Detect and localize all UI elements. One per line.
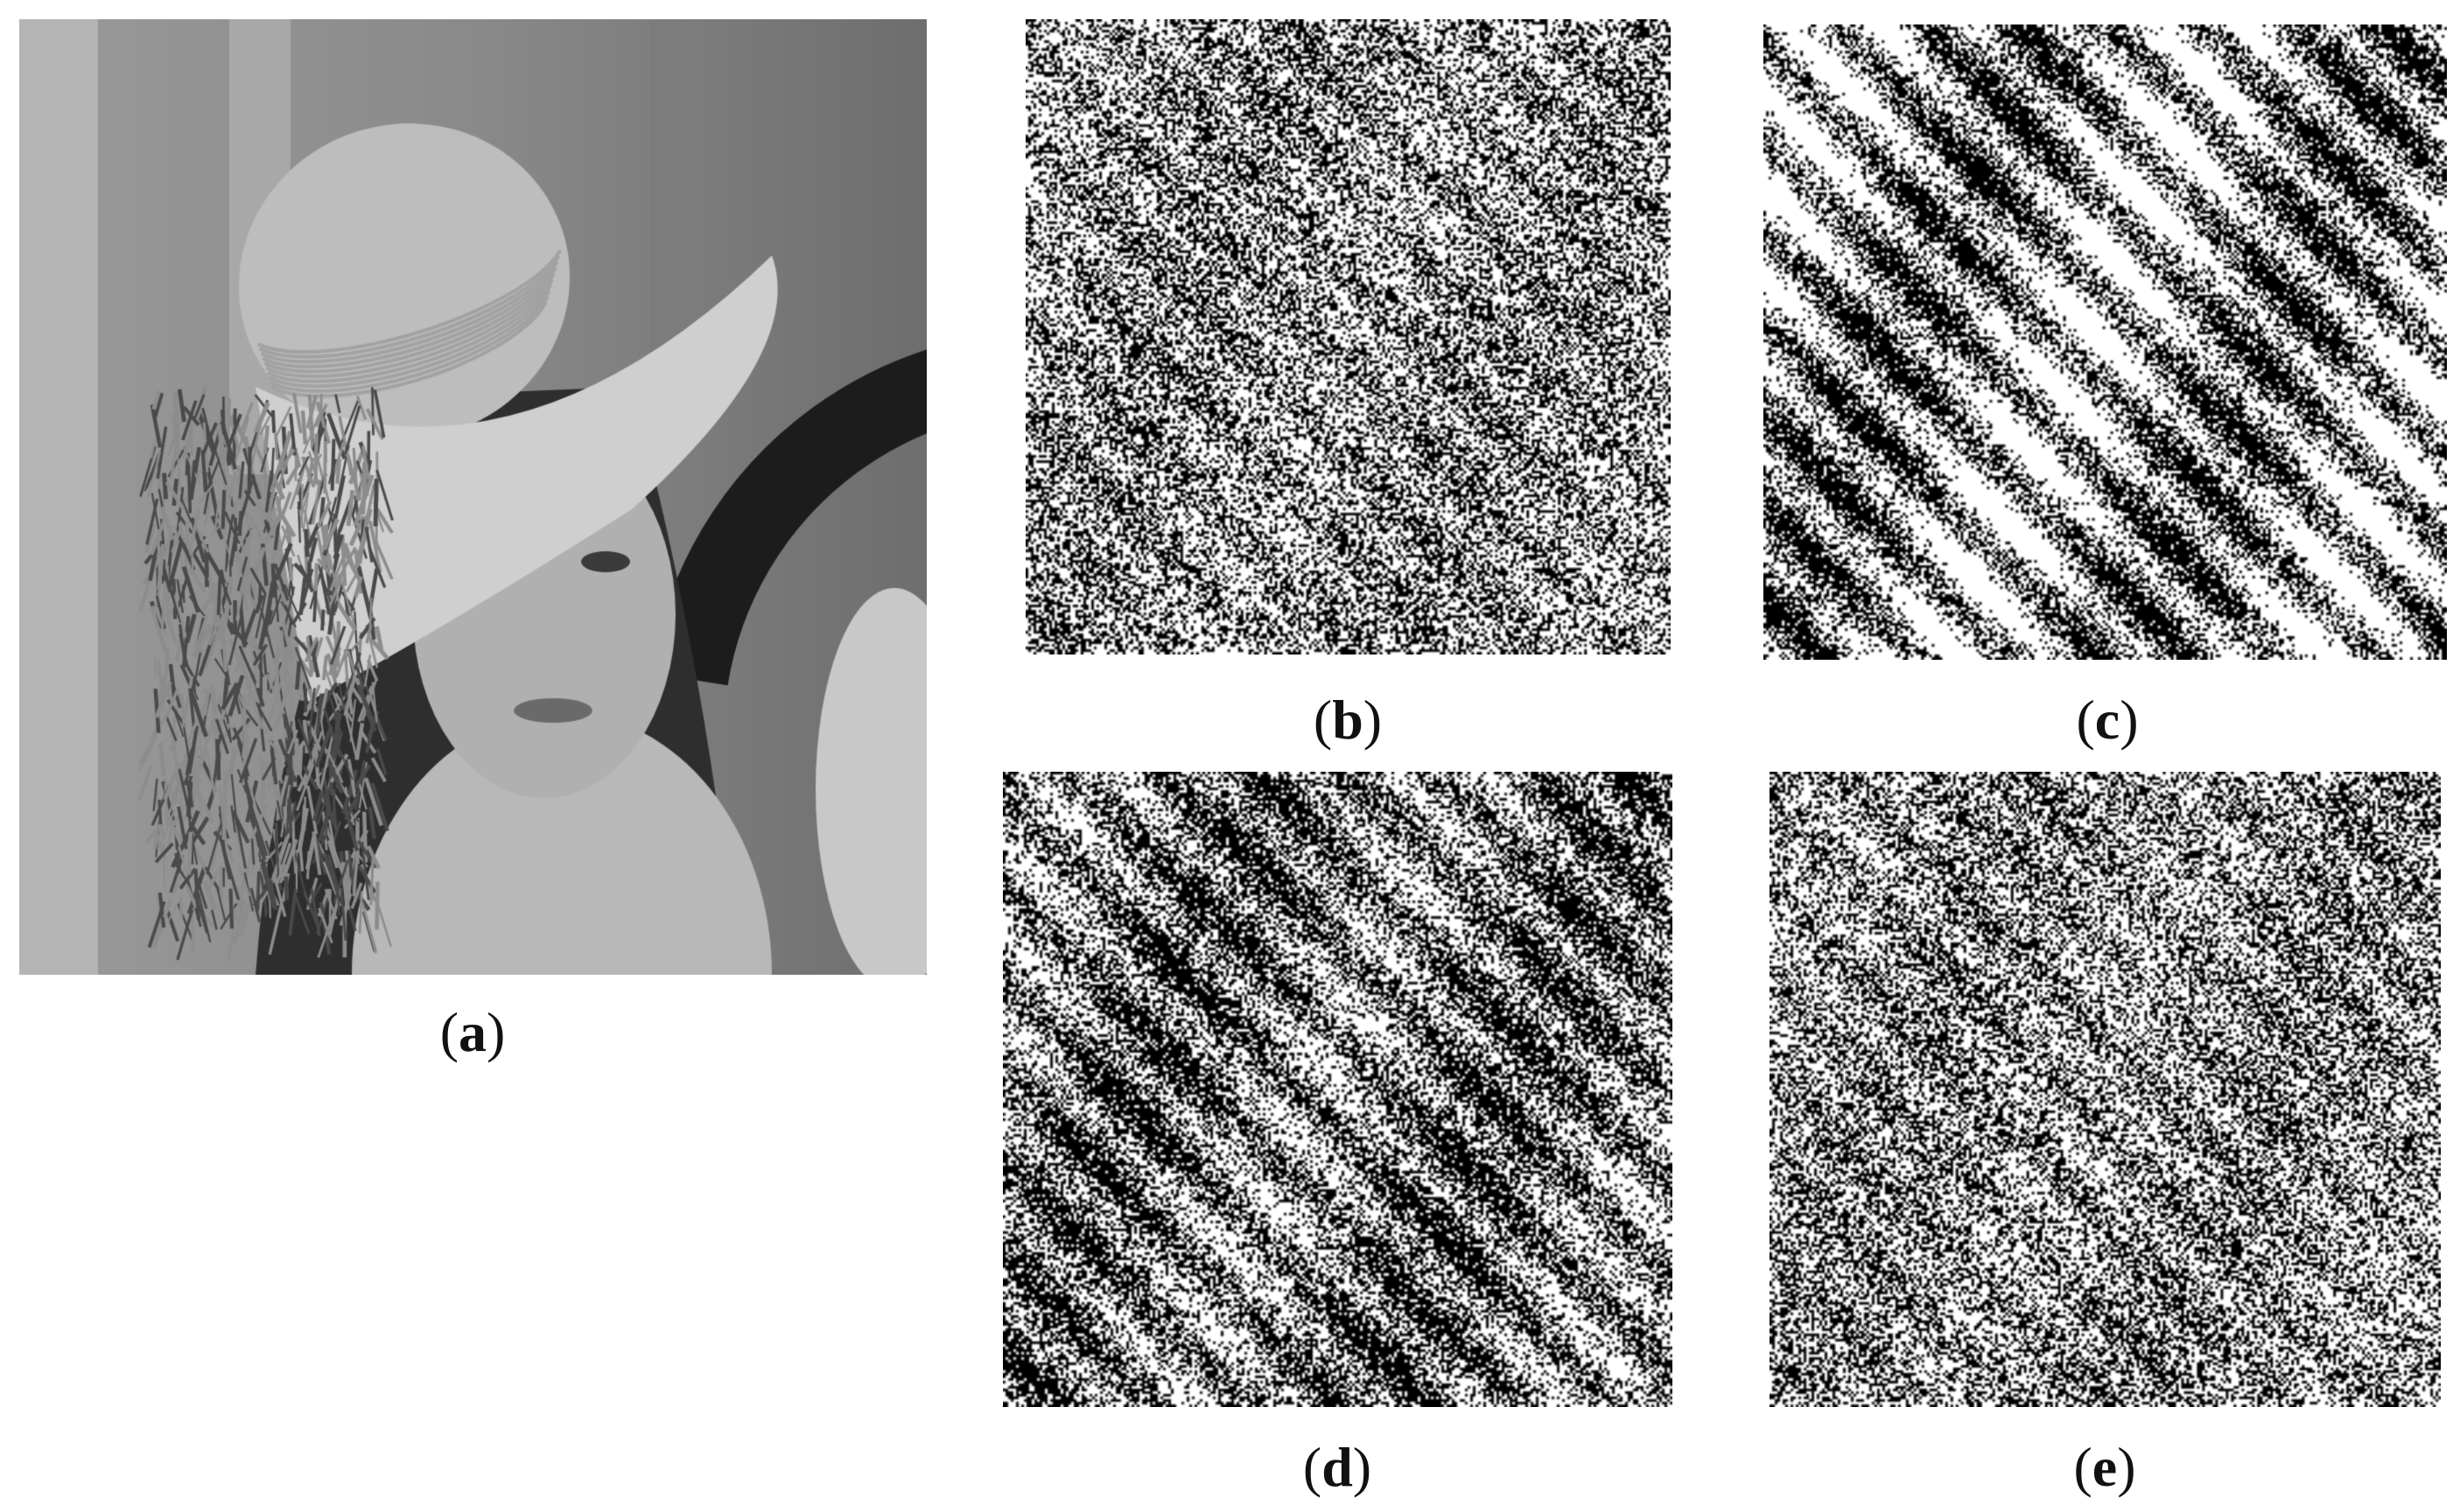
bitplane-image-b — [1026, 19, 1671, 654]
bitplane-image-d — [1003, 772, 1672, 1407]
caption-c: (c) — [2076, 689, 2139, 751]
portrait-photo — [19, 19, 927, 975]
bitplane-panel-d — [1003, 772, 1672, 1407]
photo-panel-a — [19, 19, 927, 975]
bitplane-image-e — [1770, 772, 2441, 1407]
caption-d: (d) — [1302, 1436, 1372, 1498]
bitplane-image-c — [1763, 24, 2447, 660]
caption-b: (b) — [1313, 689, 1383, 751]
bitplane-panel-b — [1026, 19, 1671, 654]
caption-e: (e) — [2073, 1436, 2136, 1498]
bitplane-panel-e — [1770, 772, 2441, 1407]
caption-a: (a) — [439, 1001, 506, 1063]
bitplane-panel-c — [1763, 24, 2447, 660]
